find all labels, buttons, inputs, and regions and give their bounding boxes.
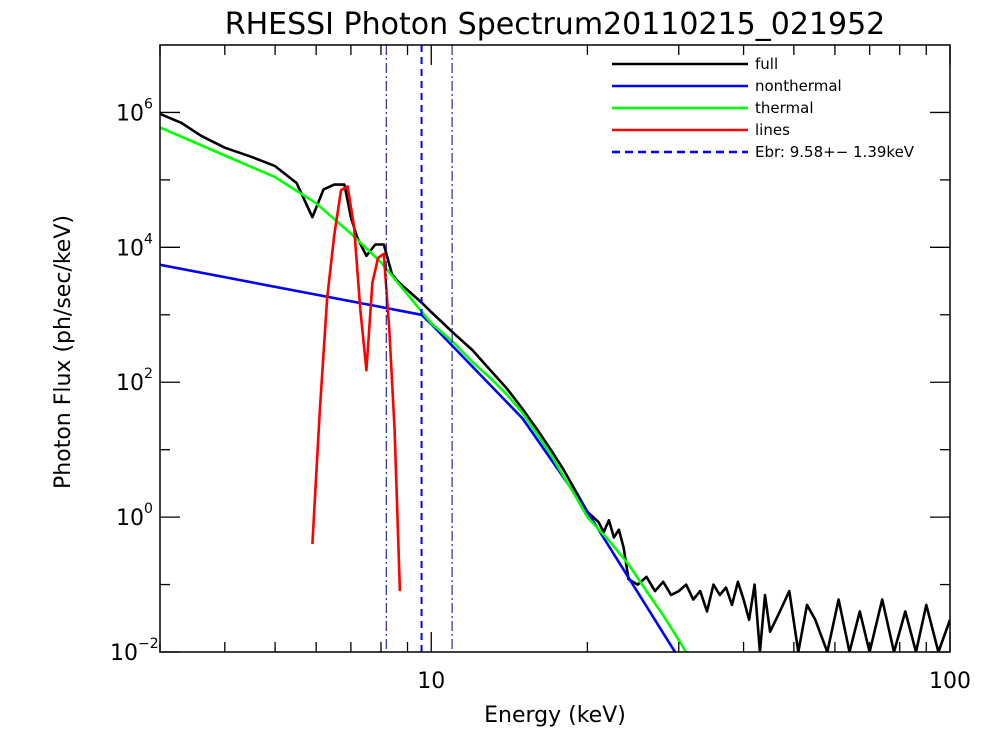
y-tick-exponent: 2: [144, 366, 153, 382]
axis-ticks: [159, 45, 951, 653]
x-tick-label: 10: [417, 669, 445, 694]
legend: full nonthermal thermal lines Ebr: 9.58+− 1.…: [612, 55, 915, 161]
y-tick-exponent: −2: [138, 636, 159, 652]
plot-frame: [159, 44, 951, 653]
legend-label: nonthermal: [755, 77, 842, 95]
series-lines-line: [311, 185, 402, 592]
legend-label: full: [755, 55, 778, 73]
legend-label: Ebr: 9.58+− 1.39keV: [755, 143, 915, 161]
series-thermal-line: [160, 126, 688, 652]
series-nonthermal-line: [160, 263, 677, 652]
series-layer: [160, 112, 950, 652]
x-axis-title: Energy (keV): [484, 703, 626, 728]
legend-label: lines: [755, 121, 790, 139]
y-tick-exponent: 0: [144, 501, 153, 517]
legend-label: thermal: [755, 99, 814, 117]
series-full-line: [160, 112, 950, 652]
x-tick-label: 100: [929, 669, 971, 694]
y-tick-label: 10: [116, 506, 144, 531]
y-tick-label: 10: [110, 641, 138, 666]
y-tick-label: 10: [116, 371, 144, 396]
y-tick-exponent: 4: [144, 231, 153, 247]
y-tick-exponent: 6: [144, 96, 153, 112]
y-tick-label: 10: [116, 101, 144, 126]
reference-lines: [385, 45, 453, 652]
chart-title: RHESSI Photon Spectrum20110215_021952: [225, 7, 886, 42]
y-axis-title: Photon Flux (ph/sec/keV): [51, 215, 76, 489]
y-tick-label: 10: [116, 236, 144, 261]
